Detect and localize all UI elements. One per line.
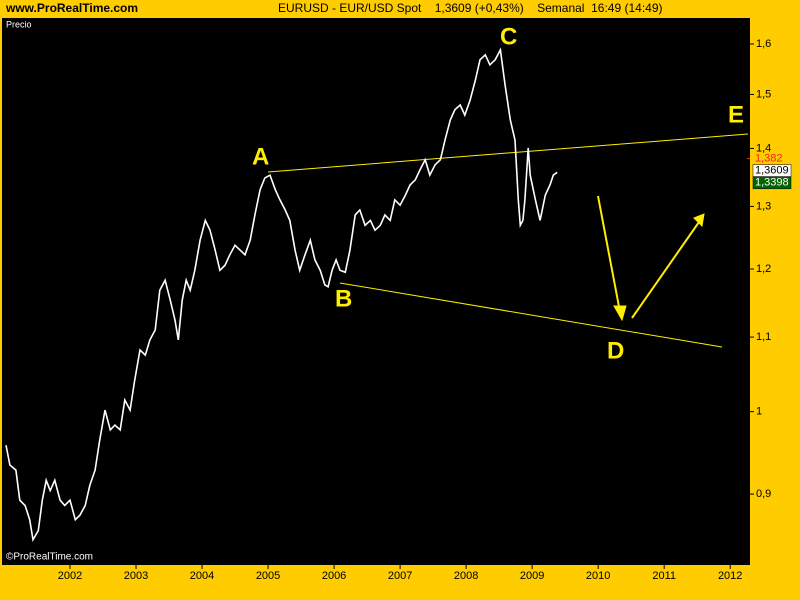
x-tick-label: 2009 bbox=[520, 570, 544, 582]
x-tick-label: 2003 bbox=[124, 570, 148, 582]
annotation: B bbox=[335, 285, 352, 312]
y-tick-label: 1,6 bbox=[756, 38, 771, 50]
x-tick-label: 2006 bbox=[322, 570, 346, 582]
chart-title: EURUSD - EUR/USD Spot 1,3609 (+0,43%) Se… bbox=[278, 1, 663, 15]
annotation: C bbox=[500, 23, 517, 50]
price-label: 1,3398 bbox=[755, 177, 789, 189]
price-label-box bbox=[752, 176, 792, 190]
annotation: E bbox=[728, 101, 744, 128]
x-tick-label: 2007 bbox=[388, 570, 412, 582]
y-label: Precio bbox=[6, 19, 32, 29]
x-tick-label: 2004 bbox=[190, 570, 214, 582]
annotation: D bbox=[607, 337, 624, 364]
plot-area bbox=[2, 18, 750, 565]
annotation: A bbox=[252, 143, 269, 170]
source: www.ProRealTime.com bbox=[5, 1, 138, 15]
trend-line bbox=[339, 282, 723, 348]
y-tick-label: 0,9 bbox=[756, 488, 771, 500]
x-tick-label: 2005 bbox=[256, 570, 280, 582]
annotation-lines bbox=[267, 133, 749, 348]
arrow-head bbox=[693, 213, 705, 228]
x-tick-label: 2008 bbox=[454, 570, 478, 582]
x-tick-label: 2002 bbox=[58, 570, 82, 582]
arrow bbox=[631, 221, 700, 319]
y-tick-label: 1,4 bbox=[756, 142, 771, 154]
y-tick-label: 1 bbox=[756, 406, 762, 418]
y-tick-label: 1,3 bbox=[756, 200, 771, 212]
price-line bbox=[5, 47, 558, 543]
arrow-head bbox=[613, 305, 627, 322]
x-tick-label: 2012 bbox=[718, 570, 742, 582]
arrow bbox=[597, 195, 621, 313]
trend-line bbox=[267, 133, 749, 173]
y-tick-label: 1,1 bbox=[756, 331, 771, 343]
x-tick-label: 2010 bbox=[586, 570, 610, 582]
x-tick-label: 2011 bbox=[652, 570, 676, 582]
watermark: ©ProRealTime.com bbox=[6, 552, 93, 563]
price-label: 1,3609 bbox=[755, 164, 789, 176]
y-tick-label: 1,5 bbox=[756, 88, 771, 100]
y-tick-label: 1,2 bbox=[756, 263, 771, 275]
price-label: 1,382 bbox=[755, 152, 783, 164]
